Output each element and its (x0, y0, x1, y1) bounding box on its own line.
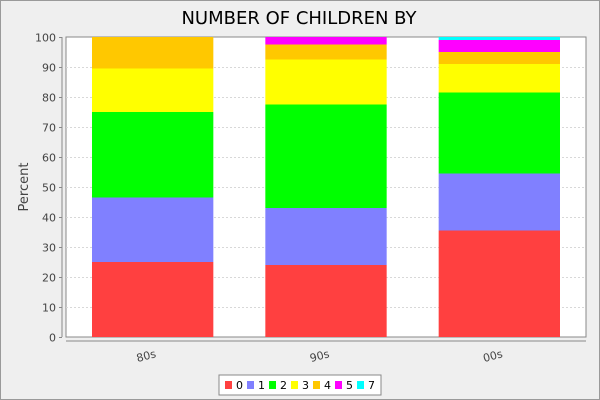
y-tick-label: 90 (42, 62, 56, 75)
legend-label-1: 1 (258, 379, 265, 392)
x-axis: 80s 90s 00s (66, 340, 586, 365)
x-tick-label: 00s (482, 347, 505, 365)
bar-segment-90s-2 (265, 104, 387, 208)
legend-swatch-0 (225, 381, 232, 389)
bar-segment-90s-4 (265, 44, 387, 60)
bar-segment-00s-1 (438, 173, 560, 231)
bar-segment-80s-3 (92, 68, 214, 112)
bars (92, 37, 560, 337)
y-tick-label: 50 (42, 182, 56, 195)
bar-segment-80s-2 (92, 112, 214, 198)
y-tick-label: 70 (42, 122, 56, 135)
legend-swatch-2 (269, 381, 276, 389)
bar-segment-90s-3 (265, 59, 387, 105)
bar-segment-90s-5 (265, 37, 387, 45)
bar-segment-80s-1 (92, 197, 214, 262)
y-tick-label: 0 (49, 332, 56, 345)
legend-label-4: 4 (324, 379, 331, 392)
legend-swatch-4 (313, 381, 320, 389)
y-axis: 0 10 20 30 40 50 60 70 80 90 100 (35, 32, 63, 345)
y-tick-label: 10 (42, 302, 56, 315)
legend-label-2: 2 (280, 379, 287, 392)
bar-segment-00s-5 (438, 40, 560, 52)
legend: 0 1 2 3 4 5 7 (218, 374, 382, 396)
y-axis-label: Percent (17, 163, 32, 212)
legend-box (218, 374, 382, 396)
y-tick-label: 20 (42, 272, 56, 285)
y-tick-label: 40 (42, 212, 56, 225)
bar-segment-90s-0 (265, 265, 387, 337)
bar-segment-00s-7 (438, 37, 560, 40)
y-tick-label: 80 (42, 92, 56, 105)
y-tick-label: 30 (42, 242, 56, 255)
legend-label-5: 5 (346, 379, 353, 392)
legend-label-3: 3 (302, 379, 309, 392)
bar-segment-90s-1 (265, 208, 387, 265)
x-tick-label: 80s (135, 347, 158, 365)
legend-swatch-5 (335, 381, 342, 389)
legend-swatch-1 (247, 381, 254, 389)
legend-swatch-7 (357, 381, 364, 389)
bar-segment-80s-0 (92, 262, 214, 337)
y-tick-label: 100 (35, 32, 56, 45)
bar-segment-00s-4 (438, 52, 560, 64)
bar-segment-00s-2 (438, 92, 560, 174)
bar-segment-00s-3 (438, 64, 560, 93)
bar-segment-80s-4 (92, 37, 214, 69)
y-tick-label: 60 (42, 152, 56, 165)
legend-label-7: 7 (368, 379, 375, 392)
bar-segment-00s-0 (438, 230, 560, 337)
x-tick-label: 90s (308, 347, 331, 365)
chart-title: NUMBER OF CHILDREN BY (181, 8, 417, 29)
legend-label-0: 0 (236, 379, 243, 392)
legend-swatch-3 (291, 381, 298, 389)
